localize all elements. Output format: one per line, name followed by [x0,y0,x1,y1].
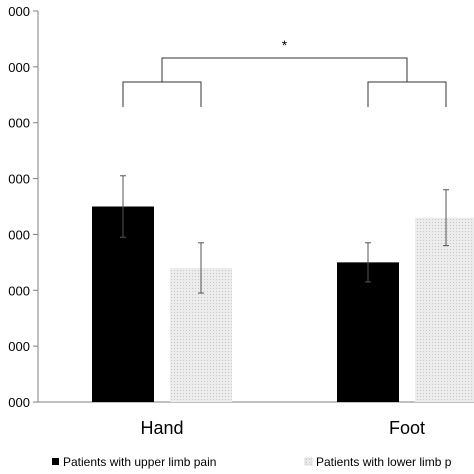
y-tick-label: 000 [8,395,30,410]
category-label-foot: Foot [389,418,425,438]
significance-star: * [282,37,288,53]
bar-lower-foot [415,217,474,402]
bar-upper-hand [92,206,154,402]
legend-swatch [52,458,59,465]
bar-upper-foot [337,262,399,402]
bracket-foot [367,81,447,107]
bracket-between [161,57,408,82]
bracket-hand [122,81,202,107]
error-bars [120,175,449,294]
y-tick-label: 000 [8,60,30,75]
legend: Patients with upper limb pain Patients wi… [52,455,452,469]
bars [92,206,474,402]
y-tick-label: 000 [8,4,30,19]
legend-label: Patients with lower limb p [316,455,452,469]
y-tick-label: 000 [8,339,30,354]
y-axis: 000 000 000 000 000 000 000 000 [8,4,474,410]
y-tick-label: 000 [8,227,30,242]
legend-label: Patients with upper limb pain [63,455,216,469]
significance-bracket: * [122,37,447,107]
category-label-hand: Hand [140,418,183,438]
y-tick-label: 000 [8,283,30,298]
legend-swatch [304,457,313,466]
y-tick-label: 000 [8,116,30,131]
y-tick-label: 000 [8,172,30,187]
category-labels: Hand Foot [140,418,425,438]
